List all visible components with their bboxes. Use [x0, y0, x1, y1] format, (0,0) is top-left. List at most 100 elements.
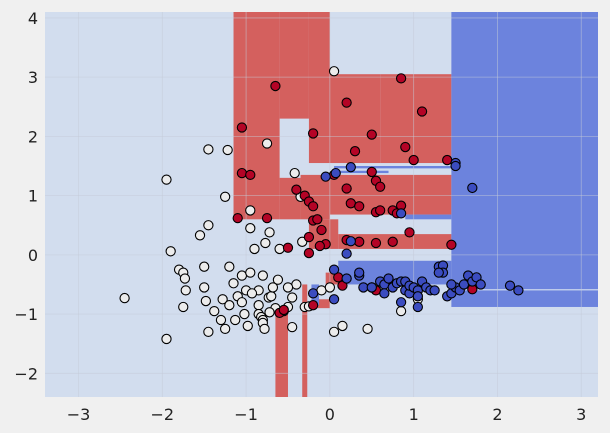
point-red-11 [236, 167, 248, 179]
x-tick-label-3: 0 [325, 405, 335, 424]
point-white-71 [264, 227, 275, 238]
x-axis-ticks: −3 −2 −1 0 1 2 3 [67, 405, 587, 424]
y-axis-ticks: −2 −1 0 1 2 3 4 [14, 9, 38, 383]
point-blue-13 [366, 282, 377, 293]
x-tick-label-4: 1 [409, 405, 419, 424]
point-red-15 [375, 181, 386, 192]
point-red-38 [387, 236, 398, 247]
region-red-2 [308, 12, 330, 164]
point-white-22 [224, 300, 235, 311]
point-blue-9 [328, 264, 340, 275]
point-white-39 [261, 138, 273, 149]
point-blue-38 [458, 279, 470, 290]
point-red-17 [291, 184, 302, 195]
point-white-0 [119, 292, 130, 304]
point-white-69 [287, 321, 298, 333]
point-red-21 [345, 198, 356, 209]
region-red-12 [313, 299, 330, 309]
x-tick-label-5: 2 [492, 405, 502, 424]
point-blue-52 [446, 279, 457, 290]
point-white-59 [328, 326, 340, 337]
point-blue-1 [450, 160, 461, 172]
point-blue-47 [412, 301, 424, 313]
point-white-44 [274, 243, 285, 255]
point-red-12 [245, 169, 256, 181]
point-blue-10 [341, 273, 352, 284]
point-red-46 [307, 300, 319, 311]
point-white-15 [203, 326, 214, 337]
point-white-27 [239, 308, 250, 320]
point-red-4 [236, 122, 248, 133]
point-red-7 [349, 146, 361, 157]
point-white-30 [245, 223, 256, 234]
point-blue-46 [395, 297, 407, 308]
x-tick-label-1: −2 [151, 405, 175, 424]
point-red-30 [232, 212, 243, 224]
point-blue-12 [358, 282, 369, 293]
point-blue-50 [354, 267, 365, 278]
point-blue-3 [345, 162, 356, 173]
point-red-24 [375, 205, 386, 216]
point-white-8 [178, 301, 189, 313]
region-red-1 [279, 12, 309, 119]
point-blue-8 [341, 248, 352, 259]
region-blue-17 [334, 166, 452, 169]
region-red-0 [233, 12, 280, 220]
point-white-70 [209, 305, 220, 317]
point-red-36 [354, 236, 365, 247]
point-white-55 [324, 282, 336, 293]
point-white-11 [199, 282, 210, 293]
y-tick-label-0: −2 [14, 364, 38, 383]
point-blue-48 [307, 288, 319, 299]
point-white-54 [316, 285, 327, 296]
region-red-4 [380, 74, 452, 164]
point-red-40 [446, 239, 457, 250]
point-white-72 [246, 288, 258, 299]
point-white-26 [236, 297, 248, 308]
x-tick-label-2: −1 [234, 405, 258, 424]
region-red-10 [275, 308, 288, 397]
point-red-10 [442, 154, 453, 166]
point-red-37 [370, 237, 382, 249]
point-red-3 [416, 106, 428, 117]
point-blue-6 [320, 171, 331, 182]
region-blue-18 [405, 214, 452, 220]
y-tick-label-6: 4 [28, 9, 38, 28]
region-light-20 [451, 289, 598, 291]
point-white-42 [267, 282, 279, 293]
point-blue-26 [412, 291, 424, 302]
point-red-31 [261, 212, 273, 224]
point-red-8 [400, 141, 411, 153]
point-red-29 [316, 224, 327, 236]
point-red-1 [395, 73, 407, 84]
point-white-7 [180, 285, 191, 296]
point-red-6 [366, 129, 377, 140]
point-white-24 [230, 314, 241, 326]
point-white-66 [257, 270, 268, 281]
region-red-11 [302, 284, 308, 397]
point-blue-49 [328, 294, 340, 305]
point-white-31 [249, 243, 260, 255]
x-tick-label-0: −3 [67, 405, 91, 424]
point-red-50 [314, 240, 325, 252]
point-blue-45 [379, 288, 390, 299]
point-white-23 [228, 278, 239, 289]
point-white-3 [165, 246, 176, 257]
point-blue-51 [433, 267, 444, 278]
point-white-73 [282, 282, 294, 293]
point-white-64 [236, 270, 248, 281]
point-blue-7 [345, 236, 356, 247]
point-red-33 [282, 242, 294, 253]
point-white-41 [266, 291, 277, 302]
point-blue-5 [395, 208, 407, 219]
point-white-2 [161, 333, 172, 345]
plot-area [45, 12, 598, 397]
point-white-21 [224, 261, 235, 272]
point-white-37 [259, 323, 270, 335]
point-red-34 [303, 247, 315, 259]
point-red-28 [312, 214, 323, 225]
decision-regions [233, 12, 598, 397]
point-white-49 [291, 279, 302, 290]
point-white-20 [222, 144, 233, 156]
point-white-14 [203, 220, 214, 231]
